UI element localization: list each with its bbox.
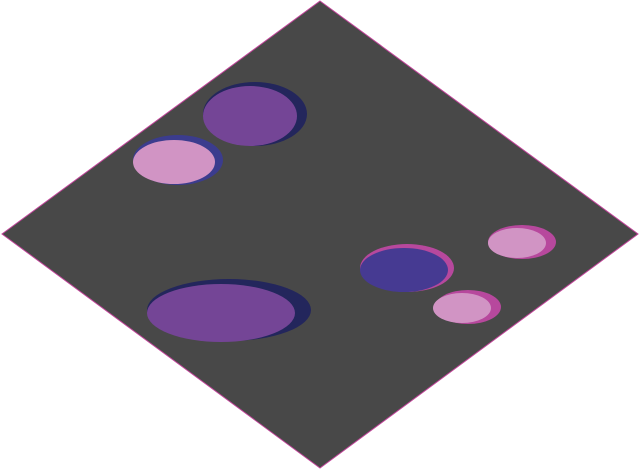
game-piece-face[interactable]	[433, 293, 491, 323]
game-piece-face[interactable]	[133, 140, 215, 184]
game-piece[interactable]	[203, 82, 307, 146]
game-piece[interactable]	[360, 244, 454, 292]
game-piece-face[interactable]	[360, 248, 448, 292]
game-piece-face[interactable]	[203, 86, 297, 146]
game-piece-face[interactable]	[147, 284, 295, 342]
pieces-layer	[133, 82, 556, 342]
game-piece[interactable]	[147, 279, 311, 342]
game-piece-face[interactable]	[488, 228, 546, 258]
game-piece[interactable]	[488, 225, 556, 259]
game-piece[interactable]	[133, 135, 223, 185]
game-piece[interactable]	[433, 290, 501, 324]
